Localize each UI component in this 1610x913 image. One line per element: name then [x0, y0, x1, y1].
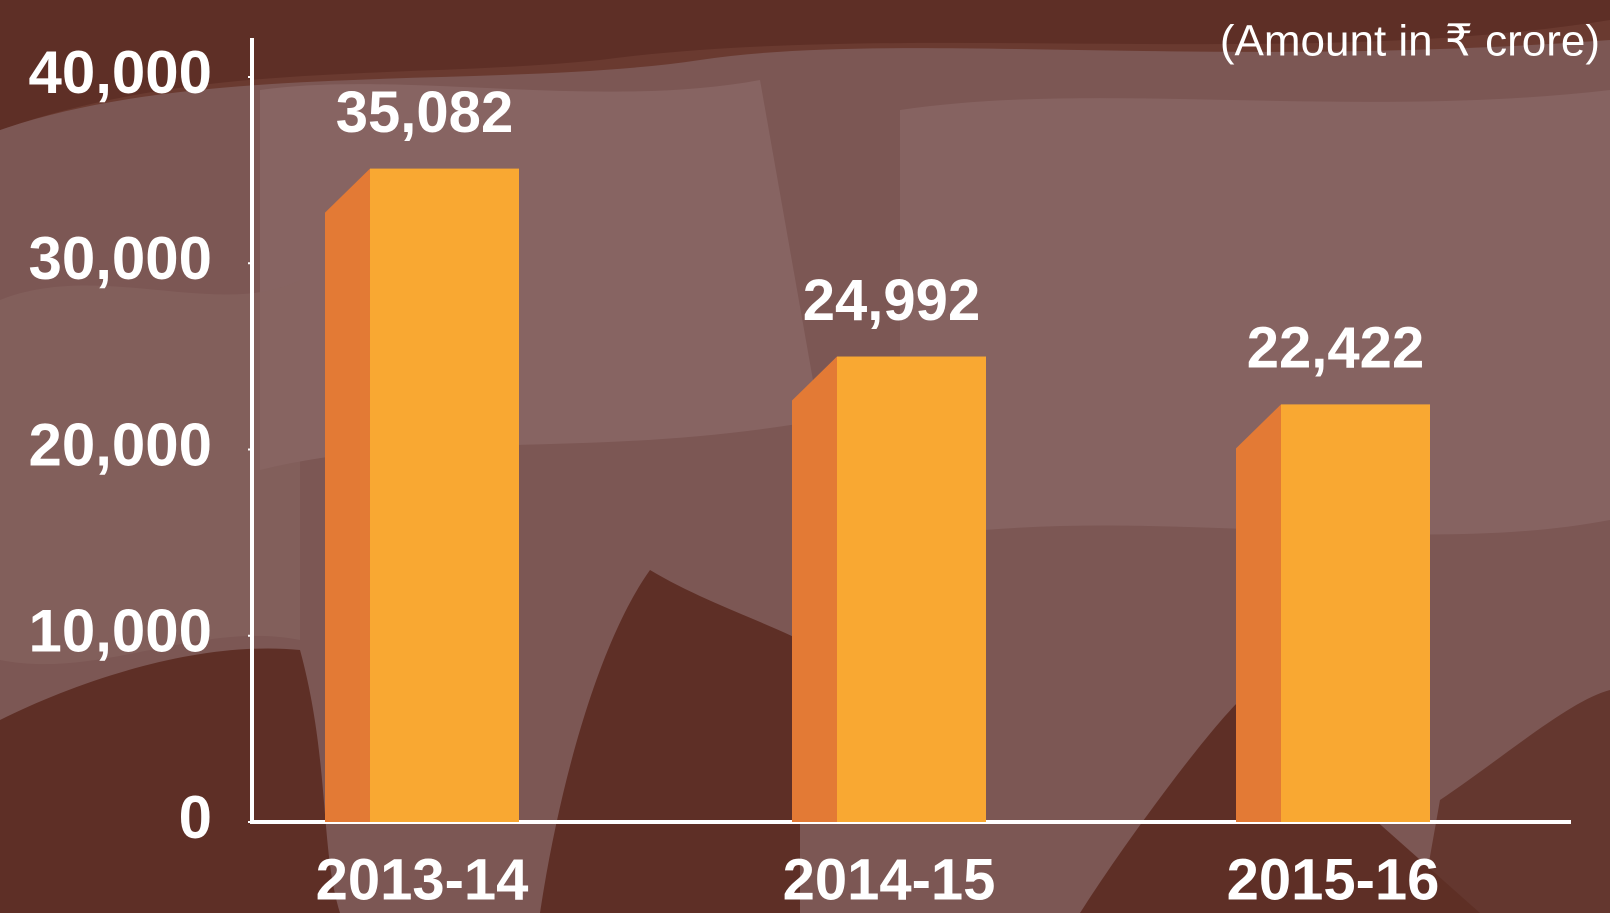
x-tick-label: 2015-16 — [1227, 847, 1440, 912]
x-tick-label: 2013-14 — [316, 847, 529, 912]
bar-side — [325, 168, 370, 822]
y-tick-label: 0 — [179, 784, 212, 851]
y-tick-label: 20,000 — [28, 411, 212, 478]
bar — [837, 356, 986, 822]
x-tick-label: 2014-15 — [783, 847, 996, 912]
value-label: 35,082 — [336, 80, 513, 145]
y-tick-label: 10,000 — [28, 598, 212, 665]
bar — [1281, 404, 1430, 822]
bar-side — [1236, 404, 1281, 822]
subtitle: (Amount in ₹ crore) — [1220, 17, 1600, 66]
bar-side — [792, 356, 837, 822]
bar — [370, 168, 519, 822]
value-label: 24,992 — [803, 268, 980, 333]
y-tick-label: 40,000 — [28, 39, 212, 106]
y-tick-label: 30,000 — [28, 225, 212, 292]
value-label: 22,422 — [1247, 316, 1424, 381]
